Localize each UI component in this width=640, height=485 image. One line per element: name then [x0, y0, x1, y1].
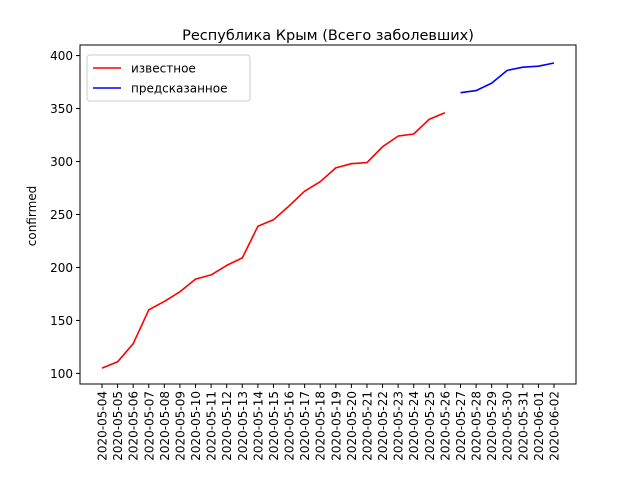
- x-tick-label: 2020-05-27: [454, 391, 468, 461]
- y-tick-label: 300: [50, 155, 73, 169]
- x-tick-label: 2020-06-01: [532, 391, 546, 461]
- x-tick-label: 2020-05-07: [142, 391, 156, 461]
- y-tick-label: 200: [50, 261, 73, 275]
- x-tick-label: 2020-05-22: [376, 391, 390, 461]
- legend: известное предсказанное: [86, 54, 251, 102]
- y-axis-label: confirmed: [25, 186, 39, 247]
- legend-box: [86, 54, 251, 102]
- x-tick-label: 2020-05-31: [516, 391, 530, 461]
- legend-label: предсказанное: [131, 82, 228, 96]
- y-tick-label: 350: [50, 102, 73, 116]
- x-tick-label: 2020-05-23: [392, 391, 406, 461]
- x-tick-label: 2020-05-16: [283, 391, 297, 461]
- series-line-1: [101, 112, 446, 369]
- x-tick-label: 2020-05-06: [127, 391, 141, 461]
- x-tick-label: 2020-05-19: [329, 391, 343, 461]
- series-line-2: [460, 62, 555, 94]
- x-tick-label: 2020-05-26: [438, 391, 452, 461]
- x-tick-label: 2020-05-28: [470, 391, 484, 461]
- legend-label: известное: [131, 62, 196, 76]
- x-tick-label: 2020-05-10: [189, 391, 203, 461]
- x-tick-label: 2020-05-09: [173, 391, 187, 461]
- x-tick-label: 2020-05-14: [251, 391, 265, 461]
- x-tick-label: 2020-05-05: [111, 391, 125, 461]
- x-tick-label: 2020-05-15: [267, 391, 281, 461]
- x-tick-label: 2020-05-24: [407, 391, 421, 461]
- y-tick-label: 400: [50, 49, 73, 63]
- x-tick-label: 2020-06-02: [548, 391, 562, 461]
- x-tick-label: 2020-05-25: [423, 391, 437, 461]
- y-tick-label: 150: [50, 314, 73, 328]
- chart-title: Республика Крым (Всего заболевших): [182, 28, 474, 44]
- x-tick-label: 2020-05-20: [345, 391, 359, 461]
- x-tick-label: 2020-05-11: [205, 391, 219, 461]
- y-tick-label: 100: [50, 367, 73, 381]
- x-tick-label: 2020-05-13: [236, 391, 250, 461]
- x-tick-label: 2020-05-30: [501, 391, 515, 461]
- x-tick-label: 2020-05-29: [485, 391, 499, 461]
- x-tick-label: 2020-05-12: [220, 391, 234, 461]
- x-tick-label: 2020-05-17: [298, 391, 312, 461]
- y-tick-label: 250: [50, 208, 73, 222]
- x-tick-label: 2020-05-18: [314, 391, 328, 461]
- x-tick-label: 2020-05-21: [360, 391, 374, 461]
- x-tick-label: 2020-05-08: [158, 391, 172, 461]
- x-tick-label: 2020-05-04: [96, 391, 110, 461]
